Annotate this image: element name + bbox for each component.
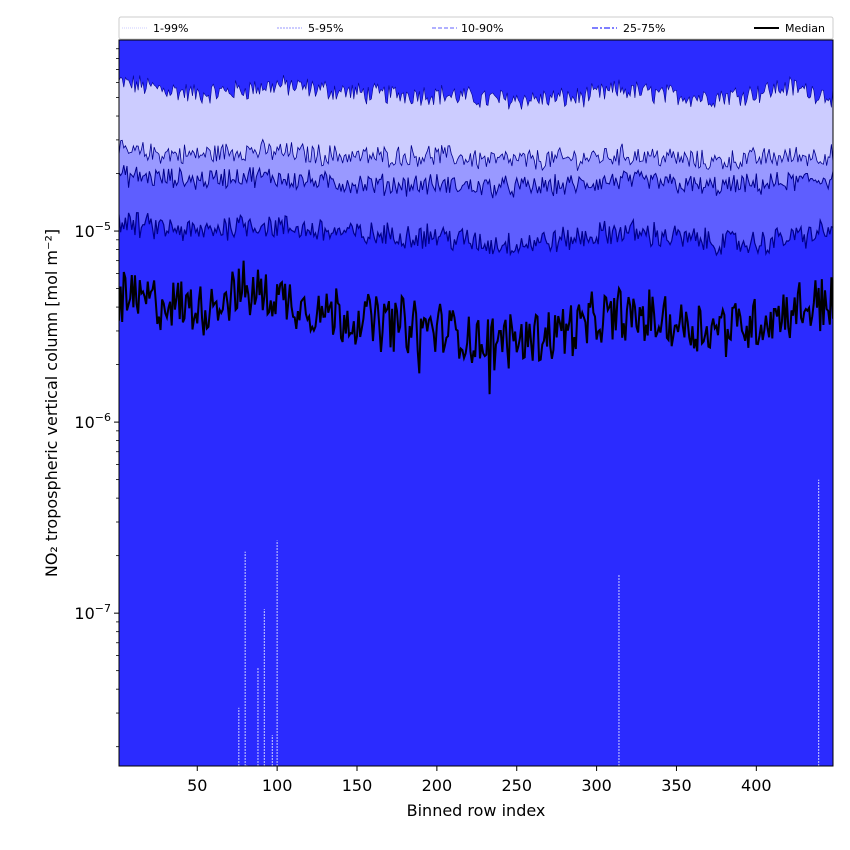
y-tick-exponent: −6 <box>95 411 111 424</box>
x-tick-label: 400 <box>741 776 772 795</box>
band-25-75 <box>119 212 833 766</box>
legend-label: Median <box>785 22 825 35</box>
legend: 1-99% 5-95% 10-90% 25-75% Median <box>118 16 834 40</box>
x-axis-label: Binned row index <box>407 801 546 820</box>
x-tick-label: 300 <box>581 776 612 795</box>
y-axis-label: NO₂ tropospheric vertical column [mol m⁻… <box>42 229 61 577</box>
y-tick-label: 10−6 <box>74 411 111 432</box>
x-tick-label: 150 <box>342 776 373 795</box>
y-tick-label: 10−7 <box>74 602 111 623</box>
p99-line <box>119 74 833 110</box>
y-tick-base: 10 <box>74 413 94 432</box>
legend-label: 5-95% <box>308 22 343 35</box>
median-line <box>119 260 833 395</box>
axes-frame <box>118 39 834 767</box>
x-tick-label: 50 <box>187 776 207 795</box>
p75-line <box>119 212 833 257</box>
x-tick-label: 200 <box>422 776 453 795</box>
x-tick-label: 250 <box>501 776 532 795</box>
x-tick-label: 350 <box>661 776 692 795</box>
legend-label: 25-75% <box>623 22 665 35</box>
plot-area <box>119 40 833 766</box>
y-tick-base: 10 <box>74 604 94 623</box>
x-tick-label: 100 <box>262 776 293 795</box>
legend-label: 10-90% <box>461 22 503 35</box>
y-tick-exponent: −5 <box>95 220 111 233</box>
p90-line <box>119 165 833 199</box>
legend-box <box>118 16 834 40</box>
p95-line <box>119 138 833 172</box>
y-tick-exponent: −7 <box>95 602 111 615</box>
y-tick-base: 10 <box>74 222 94 241</box>
y-tick-label: 10−5 <box>74 220 111 241</box>
legend-label: 1-99% <box>153 22 188 35</box>
